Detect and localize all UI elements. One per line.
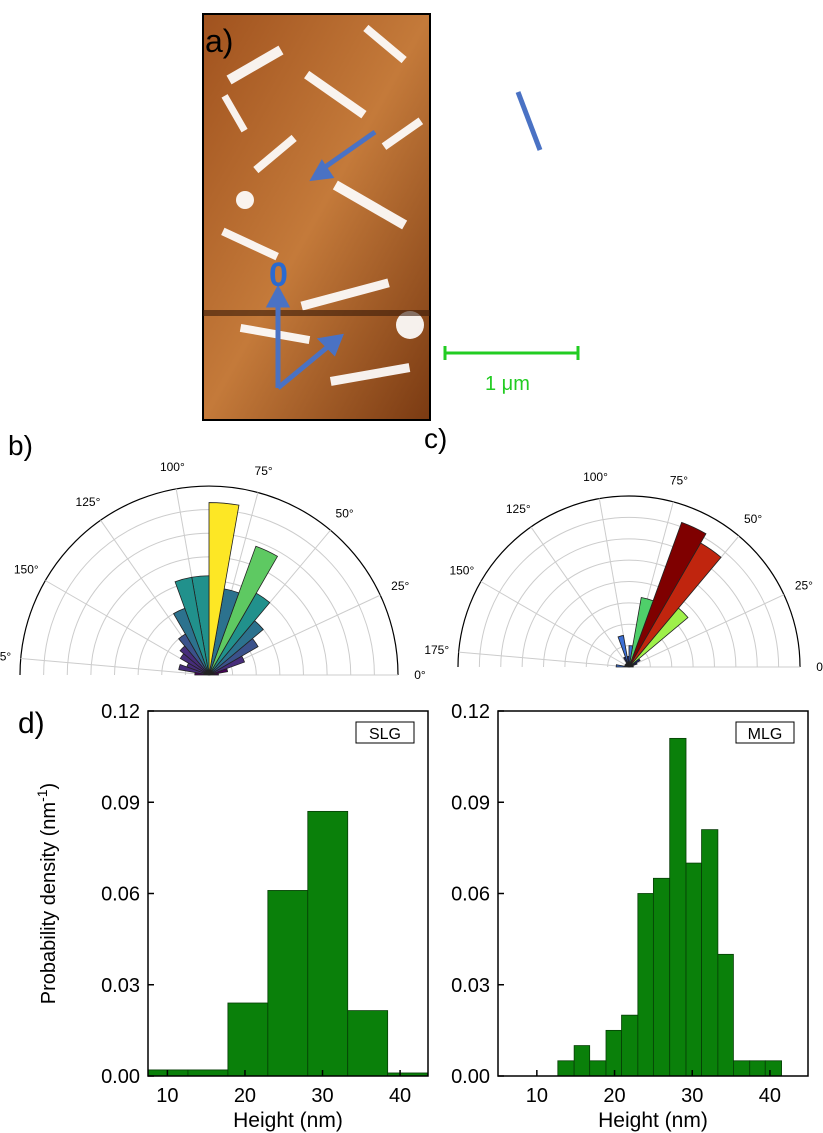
y-tick-label: 0.12 [451,701,490,723]
angle-tick-label: 25° [795,578,813,592]
hist-bar [557,1060,575,1077]
angle-tick-label: 100° [583,470,608,484]
x-tick-label: 30 [311,1085,333,1107]
angle-tick-label: 50° [744,512,762,526]
y-tick-label: 0.00 [451,1066,490,1088]
angle-tick-label: 50° [336,506,354,520]
grid-spoke [458,651,630,668]
hist-bar [637,893,654,1077]
rose-bar [208,502,240,676]
x-tick-label: 20 [234,1085,256,1107]
hist-bar [764,1060,782,1077]
y-tick-label: 0.12 [101,701,140,723]
legend-box [355,721,415,744]
legend-label: SLG [369,726,401,743]
hist-bar [573,1045,591,1077]
x-tick-label: 20 [603,1085,625,1107]
y-tick-label: 0.03 [101,975,140,997]
rose-bar [179,653,210,676]
angle-tick-label: 75° [670,474,688,488]
hist-bar [685,862,702,1077]
rose-bar [208,545,279,676]
panel-label: a) [205,23,233,59]
grid-ring [543,581,715,668]
y-tick-label: 0.06 [451,884,490,906]
hist-bar [307,810,349,1077]
y-tick-label: 0.09 [101,792,140,814]
grid-ring [19,485,399,676]
grid-spoke [480,581,630,668]
rose-bar [173,607,210,676]
y-axis-label-end: ) [38,783,60,790]
grid-ring [564,602,694,668]
hist-bar [733,1060,751,1077]
angle-tick-label: 25° [391,579,409,593]
x-tick-label: 10 [526,1085,548,1107]
hist-bar [605,1029,622,1077]
rose-bar [615,664,630,668]
y-tick-label: 0.09 [451,792,490,814]
grid-ring [500,538,758,668]
panel-label: d) [18,707,45,740]
hist-bar [227,1002,269,1077]
rose-bar [179,645,210,676]
angle-tick-label: 0° [816,660,823,674]
angle-tick-label: 125° [506,502,531,516]
grid-spoke [628,594,785,668]
afm-image: a) 0 1 μm [202,13,580,421]
grid-ring [478,516,780,668]
rose-bar [628,521,707,668]
legend-box [735,721,795,744]
x-tick-label: 40 [759,1085,781,1107]
panel-label: b) [8,430,33,461]
legend-label: MLG [748,726,783,743]
grid-spoke [20,658,210,676]
angle-tick-label: 150° [449,564,474,578]
hist-bar [267,890,309,1077]
grid-ring [457,495,801,668]
hist-bar [621,1014,639,1077]
hist-bar [187,1069,229,1077]
angle-tick-label: 0° [414,668,426,682]
rose-bar [628,645,634,668]
rose-bar [178,633,210,676]
rose-bar [178,663,210,676]
y-axis-label-text: Probability density (nm [38,802,60,1004]
angle-tick-label: 75° [255,464,273,478]
x-tick-label: 10 [156,1085,178,1107]
rose-bar [628,597,654,668]
y-axis-label-sup: -1 [34,789,50,802]
hist-bar [347,1010,389,1077]
panel-label: c) [424,423,447,454]
hist-bar [669,737,687,1077]
x-axis-label: Height (nm) [598,1109,708,1132]
angle-tick-label: 125° [76,495,101,509]
y-tick-label: 0.00 [101,1066,140,1088]
hist-bar [701,829,719,1077]
angle-label: 0 [269,256,288,294]
hist-bar [589,1060,607,1077]
scale-label: 1 μm [485,373,530,395]
y-tick-label: 0.06 [101,884,140,906]
angle-tick-label: 175° [424,643,449,657]
hist-bar [717,953,734,1077]
y-tick-label: 0.03 [451,975,490,997]
rose-bar [194,672,210,676]
hist-bar [749,1060,766,1077]
x-tick-label: 40 [389,1085,411,1107]
hist-bar [652,877,671,1077]
x-tick-label: 30 [681,1085,703,1107]
grid-spoke [530,526,630,668]
angle-tick-label: 150° [14,563,39,577]
y-axis-label: Probability density (nm-1) [34,783,60,1004]
x-axis-label: Height (nm) [233,1109,343,1132]
grid-ring [521,559,737,668]
angle-tick-label: 175° [0,650,11,664]
angle-tick-label: 100° [160,460,185,474]
